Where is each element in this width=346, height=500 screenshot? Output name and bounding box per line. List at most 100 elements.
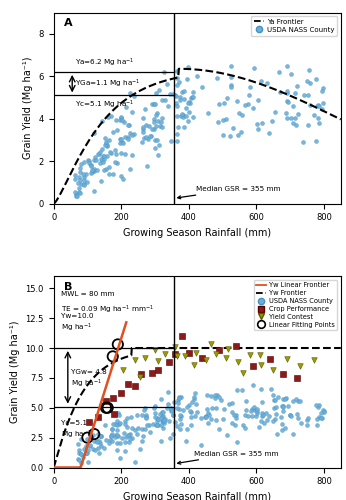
- Point: [76, 174, 81, 182]
- Point: [236, 110, 242, 118]
- Point: [174, 404, 180, 412]
- Point: [170, 411, 175, 419]
- Point: [153, 110, 158, 118]
- Point: [272, 396, 277, 404]
- Point: [170, 430, 176, 438]
- Point: [267, 355, 273, 363]
- Point: [213, 350, 219, 358]
- Point: [90, 431, 96, 439]
- Point: [118, 390, 124, 398]
- Point: [220, 131, 226, 139]
- Point: [284, 87, 290, 95]
- Point: [277, 68, 282, 76]
- Point: [156, 86, 162, 94]
- Point: [314, 102, 319, 110]
- Point: [316, 114, 321, 122]
- Point: [165, 102, 171, 110]
- Text: Yc=5.1 Mg ha$^{-1}$: Yc=5.1 Mg ha$^{-1}$: [75, 98, 134, 111]
- Point: [185, 98, 190, 106]
- Point: [221, 99, 227, 107]
- Point: [260, 412, 265, 420]
- Point: [288, 114, 293, 122]
- Point: [142, 425, 147, 433]
- Point: [288, 410, 293, 418]
- Point: [170, 406, 175, 413]
- Point: [129, 434, 135, 442]
- Point: [321, 407, 327, 415]
- Point: [159, 408, 164, 416]
- Point: [205, 418, 210, 426]
- Point: [194, 72, 199, 80]
- Point: [199, 414, 204, 422]
- Point: [246, 100, 251, 108]
- Point: [304, 416, 310, 424]
- Point: [192, 389, 198, 397]
- Point: [72, 172, 78, 179]
- Point: [107, 436, 112, 444]
- Point: [128, 435, 133, 443]
- Point: [178, 414, 183, 422]
- Point: [152, 346, 158, 354]
- Point: [161, 424, 166, 432]
- Point: [143, 411, 148, 419]
- Point: [140, 114, 146, 122]
- Point: [290, 102, 295, 110]
- Point: [108, 112, 113, 120]
- Point: [207, 410, 212, 418]
- Point: [181, 95, 187, 103]
- Point: [261, 418, 266, 426]
- Point: [117, 116, 122, 124]
- Point: [118, 114, 124, 122]
- Point: [302, 90, 307, 98]
- Point: [120, 366, 126, 374]
- Point: [82, 158, 87, 166]
- Point: [152, 126, 157, 134]
- Point: [280, 407, 285, 415]
- Point: [295, 414, 300, 422]
- Point: [183, 352, 188, 360]
- Point: [109, 426, 115, 434]
- Point: [270, 416, 275, 424]
- Point: [216, 426, 222, 434]
- Point: [128, 414, 134, 422]
- Point: [81, 181, 86, 189]
- Point: [181, 87, 186, 95]
- Point: [284, 62, 290, 70]
- Point: [247, 351, 252, 359]
- Point: [102, 152, 107, 160]
- Text: Yw=10.0
Mg ha$^{-1}$: Yw=10.0 Mg ha$^{-1}$: [61, 312, 93, 334]
- Point: [305, 122, 310, 130]
- Point: [161, 417, 167, 425]
- Point: [108, 149, 114, 157]
- Point: [317, 102, 322, 110]
- Point: [101, 166, 107, 174]
- Point: [160, 114, 165, 122]
- Point: [216, 100, 222, 108]
- Point: [84, 448, 89, 456]
- Point: [284, 114, 290, 122]
- Point: [272, 415, 277, 423]
- Point: [132, 356, 137, 364]
- Point: [231, 411, 237, 419]
- Y-axis label: Grain Yield (Mg ha⁻¹): Grain Yield (Mg ha⁻¹): [10, 320, 20, 423]
- Point: [172, 418, 177, 426]
- Point: [184, 75, 190, 83]
- Point: [174, 74, 180, 82]
- Point: [155, 420, 161, 428]
- Point: [122, 420, 128, 428]
- Point: [190, 114, 195, 122]
- Point: [109, 430, 115, 438]
- Point: [107, 148, 112, 156]
- Point: [86, 446, 91, 454]
- Point: [317, 401, 322, 409]
- Point: [186, 349, 192, 357]
- Point: [273, 404, 279, 411]
- Point: [129, 131, 135, 139]
- Point: [218, 396, 224, 404]
- X-axis label: Growing Season Rainfall (mm): Growing Season Rainfall (mm): [123, 228, 271, 238]
- Text: YGa=1.1 Mg ha$^{-1}$: YGa=1.1 Mg ha$^{-1}$: [75, 78, 140, 90]
- Point: [114, 422, 119, 430]
- Point: [194, 408, 199, 416]
- Point: [101, 155, 107, 163]
- Point: [173, 98, 179, 106]
